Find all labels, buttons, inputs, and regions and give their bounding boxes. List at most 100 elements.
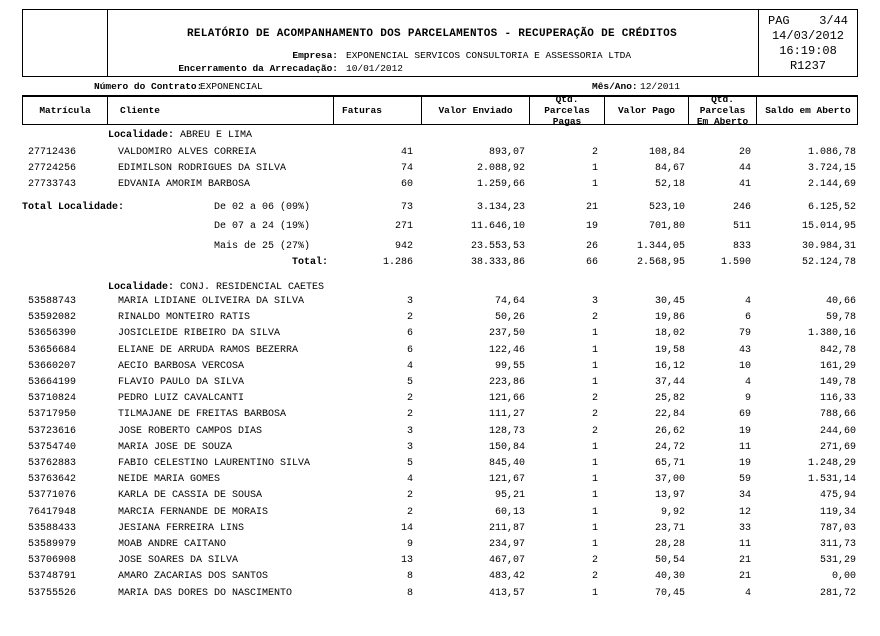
cell-qtd-parcelas-pagas: 2 xyxy=(591,312,598,324)
cell-qtd-parcelas-pagas: 2 xyxy=(591,571,598,583)
cell-cliente: EDVANIA AMORIM BARBOSA xyxy=(118,179,251,190)
cell-valor-enviado: 121,66 xyxy=(488,393,525,405)
cell-valor-pago: 18,02 xyxy=(654,328,685,340)
grand-total-label: Total: xyxy=(291,257,328,268)
cell-matricula: 53656684 xyxy=(28,344,77,356)
table-row: 53664199 FLAVIO PAULO DA SILVA 5 223,86 1 37,… xyxy=(22,376,858,390)
cell-valor-enviado: 1.259,66 xyxy=(476,179,525,190)
cell-saldo-em-aberto: 271,69 xyxy=(819,441,856,453)
cell-qtd-parcelas-pagas: 1 xyxy=(591,179,598,190)
cell-qtd-parcelas-pagas: 1 xyxy=(591,506,598,518)
cell-cliente: ELIANE DE ARRUDA RAMOS BEZERRA xyxy=(118,344,299,356)
cell-valor-enviado: 413,57 xyxy=(488,587,525,599)
cell-qtd-parcelas-em-aberto: 12 xyxy=(738,506,751,518)
cell-cliente: MARCIA FERNANDE DE MORAIS xyxy=(118,506,269,518)
table-row: 53763642 NEIDE MARIA GOMES 4 121,67 1 37,00 59… xyxy=(22,473,858,487)
cell-qtd-parcelas-pagas: 1 xyxy=(591,474,598,486)
report-time: 16:19:08 xyxy=(779,44,837,58)
cell-faturas: 5 xyxy=(406,458,413,469)
cell-qtd-parcelas-pagas: 1 xyxy=(591,441,598,453)
cell-cliente: MARIA DAS DORES DO NASCIMENTO xyxy=(118,587,293,599)
total-locality-label: Total Localidade: xyxy=(22,202,125,213)
cell-cliente: FLAVIO PAULO DA SILVA xyxy=(118,377,245,388)
cell-saldo-em-aberto: 244,60 xyxy=(819,425,856,437)
cell-qtd-parcelas-pagas: 1 xyxy=(591,328,598,340)
cell-qtd-parcelas-em-aberto: 20 xyxy=(738,147,751,158)
totals-tier-row: De 07 a 24 (19%) 271 11.646,10 19 701,80 511 1… xyxy=(22,220,858,234)
column-header-saldo-em-aberto: Saldo em Aberto xyxy=(756,97,859,124)
cell-matricula: 53656390 xyxy=(28,328,77,340)
cell-faturas: 60 xyxy=(400,179,413,190)
cell-valor-enviado: 11.646,10 xyxy=(470,221,525,232)
cell-matricula: 53717950 xyxy=(28,409,77,421)
cell-qtd-parcelas-pagas: 19 xyxy=(585,221,598,232)
totals-grand-row: Total: 1.286 38.333,86 66 2.568,95 1.590 52.12… xyxy=(22,256,858,270)
cell-qtd-parcelas-pagas: 1 xyxy=(591,163,598,174)
cell-saldo-em-aberto: 475,94 xyxy=(819,490,856,502)
cell-faturas: 13 xyxy=(400,555,413,567)
table-row: 53589979 MOAB ANDRE CAITANO 9 234,97 1 28,28 1… xyxy=(22,538,858,552)
cell-saldo-em-aberto: 40,66 xyxy=(825,296,856,307)
cell-matricula: 53755526 xyxy=(28,587,77,599)
cell-qtd-parcelas-pagas: 26 xyxy=(585,241,598,252)
cell-matricula: 53588433 xyxy=(28,522,77,534)
cell-qtd-parcelas-em-aberto: 6 xyxy=(744,312,751,324)
cell-qtd-parcelas-pagas: 66 xyxy=(585,257,598,268)
cell-valor-pago: 13,97 xyxy=(654,490,685,502)
cell-matricula: 53762883 xyxy=(28,458,77,469)
cell-saldo-em-aberto: 1.380,16 xyxy=(807,328,856,340)
column-header-qtd-parcelas-em-aberto: Qtd. Parcelas Em Aberto xyxy=(688,94,756,127)
report-header: RELATÓRIO DE ACOMPANHAMENTO DOS PARCELAM… xyxy=(22,9,858,77)
locality-name: CONJ. RESIDENCIAL CAETES xyxy=(180,282,325,293)
cell-valor-pago: 40,30 xyxy=(654,571,685,583)
cell-valor-pago: 523,10 xyxy=(648,202,685,213)
cell-valor-pago: 9,92 xyxy=(660,506,685,518)
cell-cliente: AMARO ZACARIAS DOS SANTOS xyxy=(118,571,269,583)
table-row: 27733743 EDVANIA AMORIM BARBOSA 60 1.259,66… xyxy=(22,178,858,192)
cell-matricula: 53754740 xyxy=(28,441,77,453)
tier-range-label: De 02 a 06 (09%) xyxy=(213,202,310,213)
table-row: 53754740 MARIA JOSE DE SOUZA 3 150,84 1 24,72… xyxy=(22,441,858,455)
cell-valor-enviado: 122,46 xyxy=(488,344,525,356)
cell-qtd-parcelas-pagas: 3 xyxy=(591,296,598,307)
cell-qtd-parcelas-em-aberto: 79 xyxy=(738,328,751,340)
tier-range-label: De 07 a 24 (19%) xyxy=(213,221,310,232)
table-row: 53771076 KARLA DE CASSIA DE SOUSA 2 95,21 1 1… xyxy=(22,489,858,503)
cell-cliente: TILMAJANE DE FREITAS BARBOSA xyxy=(118,409,287,421)
table-row: 53592082 RINALDO MONTEIRO RATIS 2 50,26 2 19,… xyxy=(22,311,858,325)
cell-valor-pago: 25,82 xyxy=(654,393,685,405)
page-number: 3/44 xyxy=(819,14,848,28)
cell-faturas: 942 xyxy=(394,241,413,252)
tier-range-label: Mais de 25 (27%) xyxy=(213,241,310,252)
cell-valor-pago: 37,00 xyxy=(654,474,685,486)
cell-faturas: 5 xyxy=(406,377,413,388)
company-value: EXPONENCIAL SERVICOS CONSULTORIA E ASSES… xyxy=(346,50,632,61)
cell-faturas: 8 xyxy=(406,571,413,583)
cell-valor-enviado: 60,13 xyxy=(494,506,525,518)
cell-faturas: 271 xyxy=(394,221,413,232)
cell-valor-enviado: 150,84 xyxy=(488,441,525,453)
page-label: PAG xyxy=(768,14,790,28)
cell-faturas: 2 xyxy=(406,490,413,502)
cell-cliente: RINALDO MONTEIRO RATIS xyxy=(118,312,251,324)
cell-matricula: 53589979 xyxy=(28,539,77,550)
cell-qtd-parcelas-em-aberto: 246 xyxy=(732,202,751,213)
column-header-valor-enviado: Valor Enviado xyxy=(421,97,529,124)
contract-value: EXPONENCIAL xyxy=(200,81,263,92)
cell-qtd-parcelas-pagas: 2 xyxy=(591,147,598,158)
cell-saldo-em-aberto: 149,78 xyxy=(819,377,856,388)
cell-saldo-em-aberto: 52.124,78 xyxy=(801,257,856,268)
cell-faturas: 14 xyxy=(400,522,413,534)
cell-faturas: 3 xyxy=(406,441,413,453)
cell-qtd-parcelas-pagas: 1 xyxy=(591,458,598,469)
section-locality-header: Localidade: ABREU E LIMA xyxy=(22,129,858,143)
cell-cliente: JESIANA FERREIRA LINS xyxy=(118,522,245,534)
cell-faturas: 8 xyxy=(406,587,413,599)
cell-faturas: 2 xyxy=(406,312,413,324)
cell-qtd-parcelas-pagas: 21 xyxy=(585,202,598,213)
cell-saldo-em-aberto: 3.724,15 xyxy=(807,163,856,174)
company-label: Empresa: xyxy=(292,50,338,61)
cell-qtd-parcelas-pagas: 2 xyxy=(591,409,598,421)
totals-tier-row: Total Localidade: De 02 a 06 (09%) 73 3.134… xyxy=(22,201,858,215)
